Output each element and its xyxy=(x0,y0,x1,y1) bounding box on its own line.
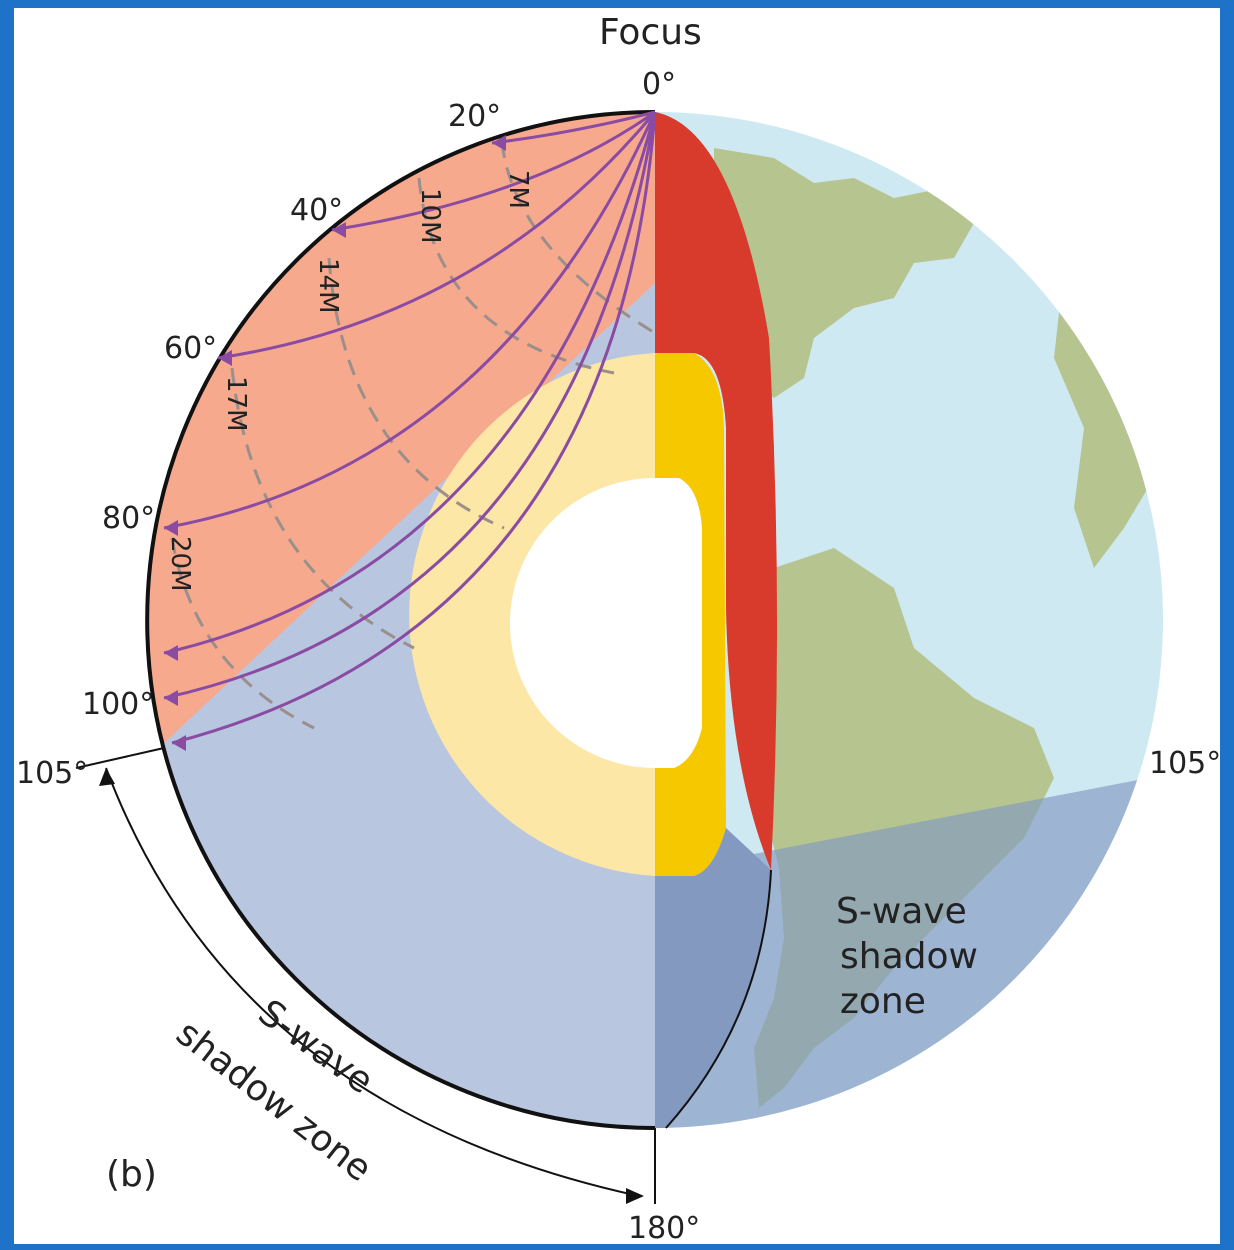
wavefront-14m xyxy=(327,257,505,530)
tick-105-left xyxy=(75,747,165,769)
travel-time-17m: 17M xyxy=(221,376,251,432)
ray-60 xyxy=(217,111,657,360)
panel-label: (b) xyxy=(106,1154,157,1195)
right-shadow-zone-line-3: zone xyxy=(840,981,926,1022)
degree-label-40: 40° xyxy=(290,193,343,228)
arc-arrow-top xyxy=(99,768,115,786)
degree-label-180: 180° xyxy=(628,1211,700,1244)
crust-wedge xyxy=(655,112,778,870)
s-wave-mantle-zone xyxy=(148,112,655,743)
s-wave-rays xyxy=(163,110,657,745)
globe-outline-left xyxy=(145,110,656,1130)
ray-arrowheads xyxy=(164,135,506,751)
shadow-zone-arc xyxy=(105,767,640,1197)
cut-plane-shadow xyxy=(655,828,771,1128)
wavefront-20m xyxy=(170,537,315,730)
degree-label-105-right: 105° xyxy=(1149,746,1220,781)
right-shadow-zone-line-1: S-wave xyxy=(836,891,967,932)
focus-label: Focus xyxy=(599,12,702,53)
degree-label-100: 100° xyxy=(82,687,154,722)
globe-outline-right xyxy=(665,869,772,1129)
travel-time-20m: 20M xyxy=(165,536,195,592)
degree-label-20: 20° xyxy=(448,99,501,134)
degree-label-105-left: 105° xyxy=(16,756,88,791)
ray-100 xyxy=(163,111,657,700)
right-shadow-zone-line-2: shadow xyxy=(840,936,978,977)
arctic-island xyxy=(969,158,1054,238)
travel-time-14m: 14M xyxy=(313,258,343,314)
ray-20 xyxy=(491,110,656,145)
ray-80 xyxy=(163,111,657,530)
ray-105 xyxy=(171,111,657,745)
wavefront-10m xyxy=(417,177,615,375)
degree-label-60: 60° xyxy=(164,331,217,366)
travel-time-10m: 10M xyxy=(415,188,445,244)
ray-40 xyxy=(331,110,656,232)
ray-90 xyxy=(163,111,657,655)
inner-core xyxy=(510,478,702,768)
degree-label-0: 0° xyxy=(642,67,676,102)
arc-arrow-bottom xyxy=(626,1188,644,1204)
degree-label-80: 80° xyxy=(102,501,155,536)
north-america-landmass xyxy=(714,148,974,398)
earth-cross-section-diagram: Focus 0° 20° 40° 60° 80° 100° 105° 105° … xyxy=(16,12,1220,1244)
figure-frame: Focus 0° 20° 40° 60° 80° 100° 105° 105° … xyxy=(14,8,1220,1244)
travel-time-7m: 7M xyxy=(503,170,533,209)
